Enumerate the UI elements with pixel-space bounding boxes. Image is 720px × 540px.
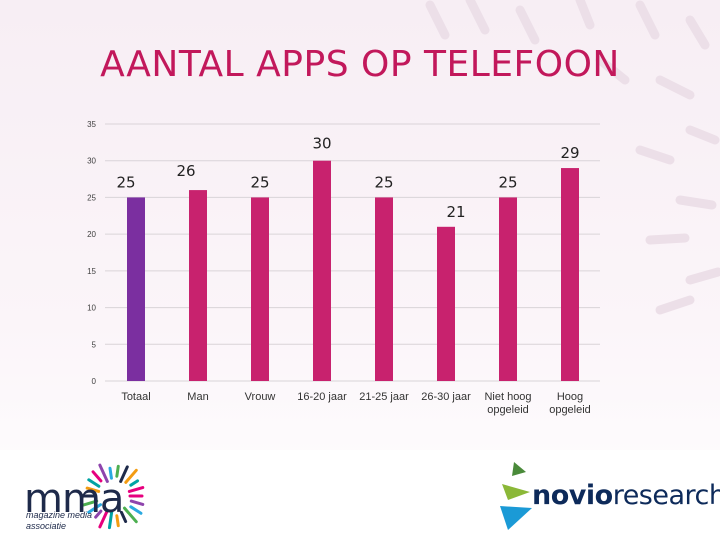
y-tick-label: 15 — [87, 267, 96, 276]
mma-subtitle-line2: associatie — [26, 521, 67, 531]
category-label: 26-30 jaar — [421, 391, 471, 403]
mma-logo-subtitle: magazine media associatie — [26, 510, 92, 532]
y-tick-label: 25 — [87, 193, 96, 202]
chart-title: AANTAL APPS OP TELEFOON — [100, 44, 620, 85]
bar — [251, 197, 269, 381]
y-tick-label: 10 — [87, 304, 96, 313]
data-label: 25 — [498, 173, 517, 191]
mma-subtitle-line1: magazine media — [26, 510, 93, 520]
bar — [127, 197, 145, 381]
mma-logo: mma magazine media associatie — [22, 458, 152, 536]
data-labels: 25 26 25 30 25 21 25 29 — [116, 135, 579, 221]
footer-logos: mma magazine media associatie novioresea… — [0, 450, 720, 540]
data-label: 30 — [312, 135, 331, 153]
y-tick-label: 5 — [92, 340, 97, 349]
novio-paper-plane-icon — [500, 462, 532, 530]
category-labels: Totaal Man Vrouw 16-20 jaar 21-25 jaar 26-30 … — [121, 391, 590, 416]
gridlines — [105, 123, 600, 382]
novio-logo-part2: research — [612, 480, 720, 511]
data-label: 21 — [446, 203, 465, 221]
data-label: 25 — [374, 173, 393, 191]
decorative-dashes — [425, 0, 720, 315]
bar — [375, 197, 393, 381]
bar — [499, 197, 517, 381]
y-tick-label: 30 — [87, 157, 96, 166]
category-label: Totaal — [121, 391, 150, 403]
data-label: 25 — [250, 173, 269, 191]
category-label: 21-25 jaar — [359, 391, 409, 403]
data-label: 26 — [176, 162, 195, 180]
bar — [189, 190, 207, 381]
y-tick-labels: 0 5 10 15 20 25 30 35 — [87, 120, 96, 386]
category-label: Man — [187, 391, 208, 403]
y-tick-label: 20 — [87, 230, 96, 239]
bar — [313, 160, 331, 381]
novio-logo-text: novioresearch — [532, 480, 720, 511]
bar — [437, 226, 455, 381]
bars — [127, 160, 579, 381]
bar — [561, 168, 579, 381]
novio-research-logo: novioresearch — [494, 458, 720, 536]
y-tick-label: 35 — [87, 120, 96, 129]
bar-chart: 0 5 10 15 20 25 30 35 25 26 25 30 25 21 25 29 Totaal Ma… — [87, 120, 600, 416]
category-label: Vrouw — [245, 391, 276, 403]
category-label: Niet hoog opgeleid — [484, 391, 531, 416]
data-label: 29 — [560, 144, 579, 162]
y-tick-label: 0 — [92, 377, 97, 386]
category-label: 16-20 jaar — [297, 391, 347, 403]
novio-logo-part1: novio — [532, 480, 613, 511]
mma-logo-text: mma — [24, 476, 124, 522]
category-label: Hoog opgeleid — [549, 391, 591, 416]
mma-burst-icon — [82, 463, 145, 530]
data-label: 25 — [116, 173, 135, 191]
